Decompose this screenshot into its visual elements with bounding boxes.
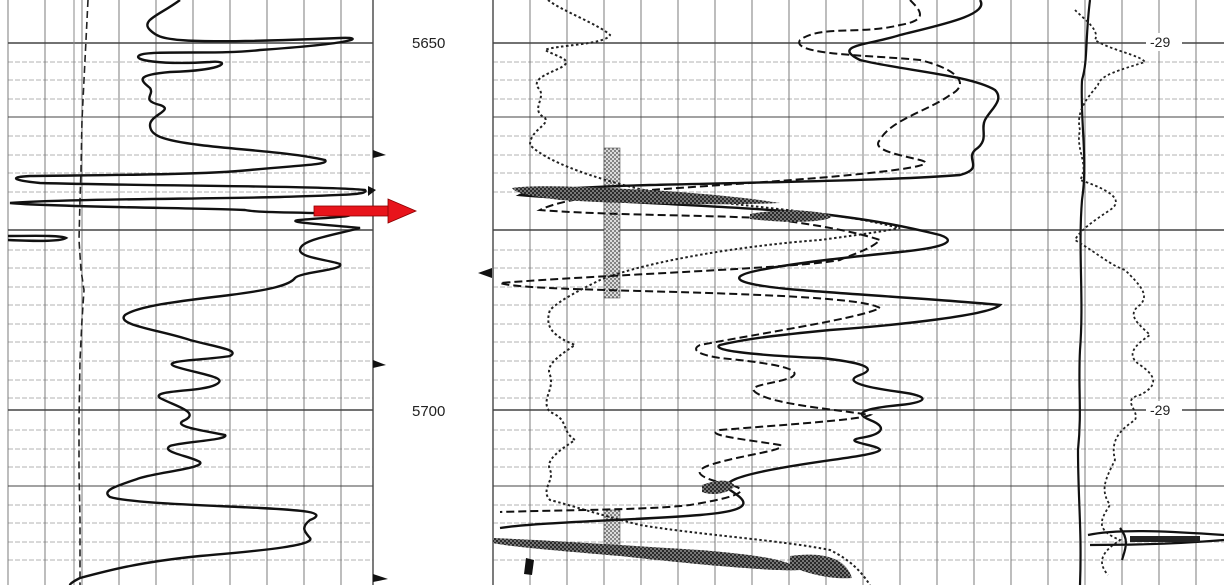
depth-tick-1 [373,150,386,158]
right-log-track [492,0,1224,585]
right-dotted-curve [528,0,901,585]
crossover-fill-3 [702,480,735,494]
scale-label-upper-group: -29 [1146,33,1182,51]
far-right-solid-curve [1076,0,1092,585]
depth-tick-3 [373,574,388,582]
stipple-column-lower [603,509,621,547]
far-right-dark-patch [1130,536,1200,542]
depth-label-5700: 5700 [412,403,445,420]
crossover-fill-1 [512,186,780,205]
crossover-fill-4 [493,538,800,571]
right-track-depth-tick [478,268,492,278]
right-grid [492,0,1224,585]
left-main-curve [9,0,367,585]
left-edge-blob [524,558,534,575]
crossover-fill-5 [790,554,852,579]
crossover-fill-2 [750,210,832,222]
depth-label-5650: 5650 [412,35,445,52]
left-log-track [7,0,388,585]
right-dashed-curve [499,0,961,513]
scale-label-lower: -29 [1150,402,1170,418]
scale-label-lower-group: -29 [1146,401,1182,419]
left-dashed-curve [78,0,89,585]
far-right-loop [1087,527,1224,561]
left-spike [7,234,69,243]
scale-label-upper: -29 [1150,34,1170,50]
right-solid-curve [499,0,1003,530]
depth-tick-4 [368,186,376,196]
far-right-dotted-curve [1073,9,1155,576]
depth-tick-2 [373,360,386,368]
left-grid [7,0,374,585]
right-arrow-icon [313,198,418,224]
